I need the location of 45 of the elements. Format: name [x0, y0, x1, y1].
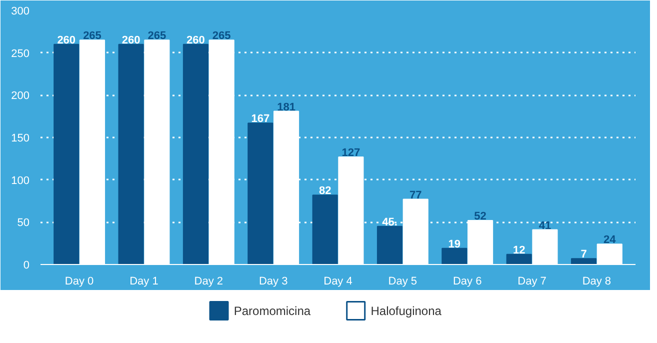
data-label: 265: [212, 30, 231, 42]
data-label: 45.: [382, 216, 398, 228]
bar: [312, 194, 338, 264]
data-label: 12: [512, 244, 526, 256]
data-label: 82: [318, 185, 332, 198]
bar: [182, 44, 209, 264]
data-label: 77: [409, 189, 422, 202]
data-label: 24: [604, 234, 617, 246]
legend-label: Paromomicina: [234, 304, 311, 318]
legend-label: Halofuginona: [370, 304, 442, 318]
data-label: 260: [122, 34, 140, 46]
x-tick-label: Day 0: [64, 276, 94, 288]
x-tick-label: Day 4: [324, 276, 352, 288]
x-tick-label: Day 5: [388, 276, 418, 288]
data-label: 181: [277, 101, 296, 114]
bar: [54, 44, 80, 264]
bar: [248, 122, 274, 264]
data-label: 167: [251, 113, 270, 126]
y-tick-label: 100: [11, 174, 30, 187]
y-tick-label: 0: [23, 260, 30, 272]
y-tick-label: 300: [11, 6, 30, 18]
x-tick-label: Day 1: [130, 276, 158, 288]
y-tick-label: 50: [17, 217, 30, 230]
x-tick-label: Day 2: [194, 276, 224, 288]
x-tick-label: Day 3: [258, 276, 288, 288]
data-label: 260: [186, 34, 205, 46]
data-label: 52: [474, 210, 486, 222]
bar: [376, 226, 403, 264]
x-tick-label: Day 8: [582, 276, 612, 288]
y-tick-label: 150: [11, 132, 30, 144]
bar: [442, 248, 468, 264]
data-label: 127: [342, 146, 360, 159]
y-tick-label: 200: [11, 90, 30, 102]
data-label: 265: [83, 30, 102, 42]
data-label: 7: [580, 248, 587, 261]
data-label: 41: [538, 220, 552, 232]
bar: [506, 254, 532, 264]
bar: [118, 44, 144, 264]
data-label: 19: [448, 238, 461, 250]
data-label: 265: [148, 30, 166, 42]
x-tick-label: Day 7: [518, 276, 546, 288]
data-label: 260: [57, 34, 76, 46]
bar: [570, 258, 597, 264]
y-tick-label: 250: [11, 48, 30, 60]
x-tick-label: Day 6: [452, 276, 482, 288]
